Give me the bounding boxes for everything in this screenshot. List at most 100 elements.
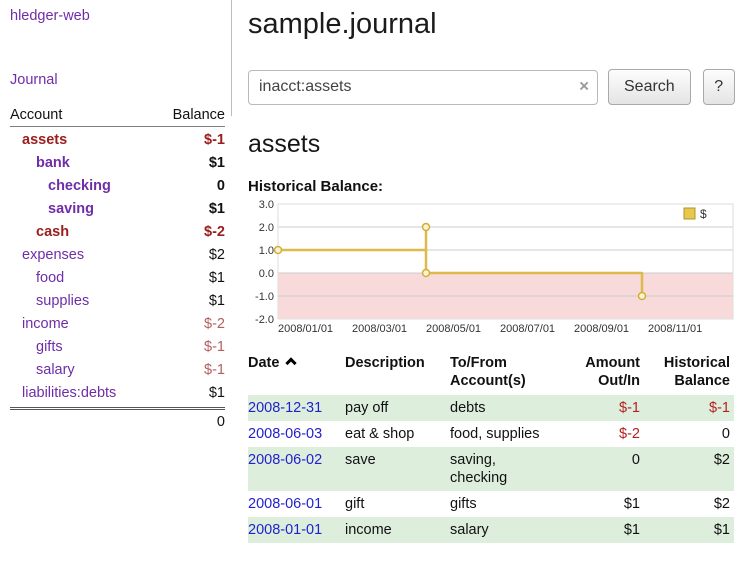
transaction-balance: $1 [713, 522, 730, 538]
legend-label: $ [700, 207, 707, 221]
account-balance: 0 [216, 178, 225, 194]
journal-link[interactable]: Journal [10, 72, 58, 88]
account-row[interactable]: liabilities:debts $1 [10, 382, 225, 405]
data-point-marker[interactable] [421, 222, 431, 232]
register-row: 2008-06-01 gift gifts $1 $2 [248, 491, 734, 517]
account-link-income[interactable]: income [22, 316, 69, 332]
search-input[interactable] [248, 69, 598, 105]
transaction-date-link[interactable]: 2008-01-01 [248, 522, 323, 538]
transaction-balance: $2 [713, 452, 730, 468]
column-header-account: To/From Account(s) [450, 355, 526, 389]
transaction-amount: 0 [631, 452, 640, 468]
register-row: 2008-01-01 income salary $1 $1 [248, 517, 734, 543]
account-row[interactable]: income $-2 [10, 313, 225, 336]
account-link-gifts[interactable]: gifts [36, 339, 63, 355]
account-column-header: Account [10, 107, 63, 123]
data-point-marker[interactable] [421, 268, 431, 278]
y-tick-label: -2.0 [255, 314, 274, 326]
transaction-date-link[interactable]: 2008-06-02 [248, 452, 323, 468]
account-link-salary[interactable]: salary [36, 362, 75, 378]
transaction-date-link[interactable]: 2008-06-03 [248, 426, 323, 442]
transaction-accounts: salary [450, 522, 489, 538]
x-tick-label: 2008/07/01 [500, 323, 555, 334]
account-row[interactable]: bank $1 [10, 152, 225, 175]
accounts-table: Account Balance assets $-1 bank $1 check… [10, 107, 225, 434]
transaction-amount: $1 [623, 522, 640, 538]
register-row: 2008-12-31 pay off debts $-1 $-1 [248, 395, 734, 421]
account-row[interactable]: expenses $2 [10, 244, 225, 267]
clear-search-icon[interactable]: × [579, 76, 589, 96]
transaction-date-link[interactable]: 2008-12-31 [248, 400, 323, 416]
account-balance: $2 [208, 247, 225, 263]
account-row[interactable]: cash $-2 [10, 221, 225, 244]
account-row[interactable]: food $1 [10, 267, 225, 290]
y-tick-label: -1.0 [255, 291, 274, 303]
account-balance: $1 [208, 270, 225, 286]
transaction-amount: $-1 [619, 400, 640, 416]
balance-column-header: Balance [172, 107, 225, 123]
account-balance: $-2 [204, 316, 225, 332]
app-title[interactable]: hledger-web [10, 8, 90, 24]
data-point-markers [273, 222, 647, 301]
transaction-amount: $-2 [619, 426, 640, 442]
account-link-saving[interactable]: saving [48, 201, 94, 217]
column-header-balance: Historical Balance [663, 355, 730, 389]
account-row[interactable]: salary $-1 [10, 359, 225, 382]
transaction-accounts: saving, checking [450, 452, 508, 486]
y-tick-label: 1.0 [259, 245, 274, 257]
transaction-amount: $1 [623, 496, 640, 512]
account-balance: $-1 [204, 362, 225, 378]
column-header-date[interactable]: Date [248, 354, 345, 395]
data-point-marker[interactable] [273, 245, 283, 255]
y-tick-label: 3.0 [259, 200, 274, 211]
x-tick-label: 2008/05/01 [426, 323, 481, 334]
transaction-accounts: gifts [450, 496, 477, 512]
transaction-accounts: debts [450, 400, 486, 416]
register-header-row: Date Description To/From Account(s) Amou… [248, 354, 734, 395]
transaction-date-link[interactable]: 2008-06-01 [248, 496, 323, 512]
register-row: 2008-06-02 save saving, checking 0 $2 [248, 447, 734, 491]
accounts-total: 0 [10, 407, 225, 434]
x-tick-label: 2008/09/01 [574, 323, 629, 334]
section-title: assets [248, 130, 321, 158]
account-balance: $-1 [204, 339, 225, 355]
account-balance: $-1 [204, 132, 225, 148]
sidebar: hledger-web Journal Account Balance asse… [0, 0, 232, 582]
account-row[interactable]: checking 0 [10, 175, 225, 198]
chart-title: Historical Balance: [248, 178, 384, 195]
chart-container: $ 3.0 2.0 1.0 0.0 -1.0 -2.0 2008/01/01 2… [248, 200, 735, 334]
y-tick-label: 0.0 [259, 268, 274, 280]
transaction-balance: $-1 [709, 400, 730, 416]
column-header-description: Description [345, 355, 425, 371]
account-row[interactable]: assets $-1 [10, 129, 225, 152]
search-button[interactable]: Search [608, 69, 691, 105]
account-balance: $1 [208, 155, 225, 171]
account-link-bank[interactable]: bank [36, 155, 70, 171]
transaction-balance: 0 [721, 426, 730, 442]
account-balance: $1 [208, 385, 225, 401]
account-link-cash[interactable]: cash [36, 224, 70, 240]
x-tick-label: 2008/03/01 [352, 323, 407, 334]
account-link-supplies[interactable]: supplies [36, 293, 90, 309]
legend-swatch [683, 207, 696, 220]
x-tick-label: 2008/01/01 [278, 323, 333, 334]
account-link-expenses[interactable]: expenses [22, 247, 85, 263]
data-point-marker[interactable] [637, 291, 647, 301]
page-title: sample.journal [248, 8, 437, 40]
account-link-assets[interactable]: assets [22, 132, 68, 148]
transaction-description: pay off [345, 400, 389, 416]
register-table: Date Description To/From Account(s) Amou… [248, 354, 734, 543]
search-box: × [248, 69, 598, 105]
account-link-checking[interactable]: checking [48, 178, 111, 194]
account-link-food[interactable]: food [36, 270, 65, 286]
account-row[interactable]: gifts $-1 [10, 336, 225, 359]
account-row[interactable]: supplies $1 [10, 290, 225, 313]
account-link-liabilities-debts[interactable]: liabilities:debts [22, 385, 117, 401]
date-header-label: Date [248, 355, 280, 371]
y-axis-labels: 3.0 2.0 1.0 0.0 -1.0 -2.0 [255, 200, 274, 326]
search-help-button[interactable]: ? [702, 69, 735, 105]
x-tick-label: 2008/11/01 [648, 323, 702, 334]
account-row[interactable]: saving $1 [10, 198, 225, 221]
transaction-description: eat & shop [345, 426, 415, 442]
